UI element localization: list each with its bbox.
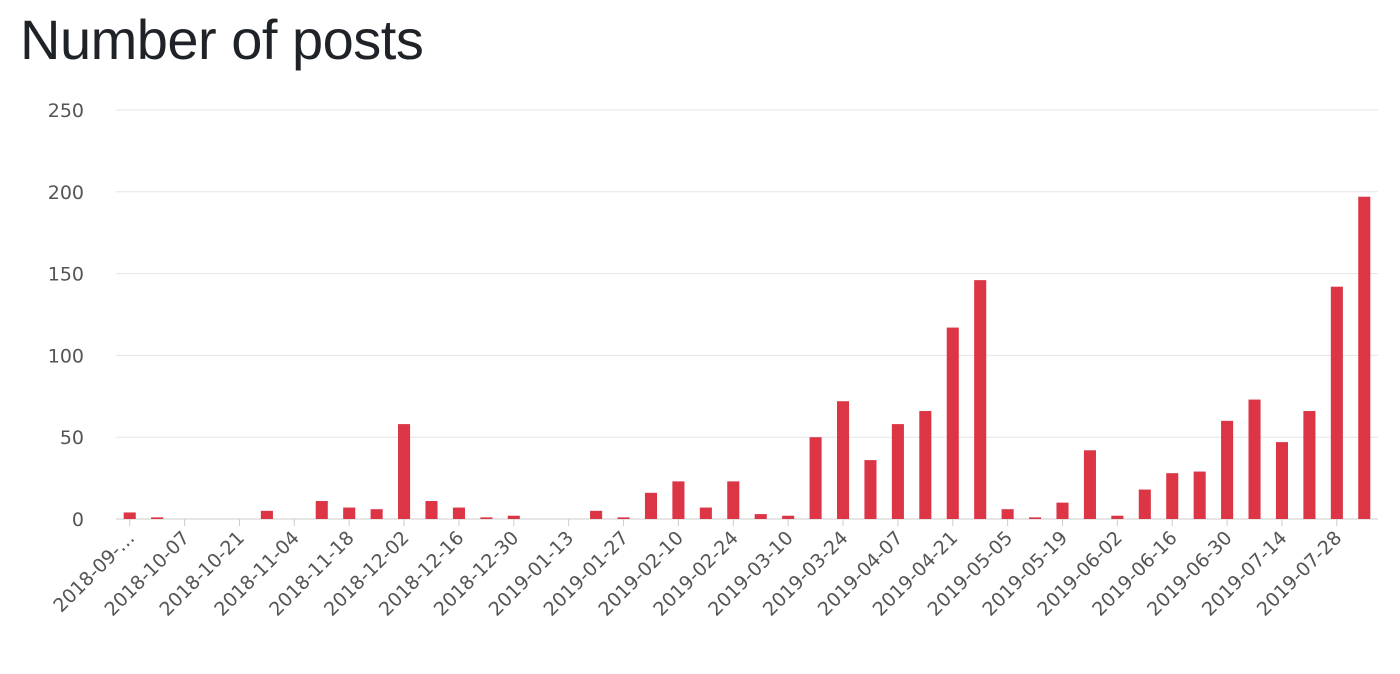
y-axis-ticks: 0 50 100 150 200 250 bbox=[48, 100, 84, 531]
bar[interactable] bbox=[836, 401, 850, 519]
bar[interactable] bbox=[919, 411, 932, 519]
grid-lines bbox=[116, 109, 1378, 520]
y-tick-label: 250 bbox=[48, 100, 84, 122]
x-axis-ticks: 2018-09-…2018-10-072018-10-212018-11-042… bbox=[49, 519, 1346, 621]
bar[interactable] bbox=[507, 515, 520, 519]
bar[interactable] bbox=[1138, 489, 1151, 519]
bar[interactable] bbox=[672, 481, 685, 519]
bar[interactable] bbox=[1275, 442, 1289, 519]
bar[interactable] bbox=[1083, 450, 1096, 519]
bar[interactable] bbox=[946, 327, 959, 519]
y-tick-label: 0 bbox=[72, 509, 84, 531]
bar[interactable] bbox=[1330, 286, 1343, 519]
y-tick-label: 100 bbox=[48, 345, 84, 367]
bar[interactable] bbox=[727, 481, 740, 519]
bar[interactable] bbox=[782, 515, 795, 519]
bar[interactable] bbox=[809, 437, 822, 519]
page-title: Number of posts bbox=[20, 8, 424, 71]
y-tick-label: 200 bbox=[48, 182, 84, 204]
y-tick-label: 50 bbox=[60, 427, 84, 449]
bar[interactable] bbox=[974, 280, 987, 519]
bar[interactable] bbox=[754, 514, 767, 519]
bar[interactable] bbox=[151, 517, 164, 519]
bar[interactable] bbox=[1193, 471, 1206, 519]
bar[interactable] bbox=[1056, 502, 1069, 519]
bar[interactable] bbox=[398, 424, 411, 519]
y-tick-label: 150 bbox=[48, 264, 84, 286]
bar[interactable] bbox=[590, 510, 603, 519]
bar[interactable] bbox=[891, 424, 904, 519]
bar[interactable] bbox=[864, 460, 877, 519]
bar[interactable] bbox=[452, 507, 465, 519]
bar[interactable] bbox=[1221, 420, 1234, 519]
bar[interactable] bbox=[644, 492, 658, 519]
bar[interactable] bbox=[425, 501, 438, 519]
bar[interactable] bbox=[617, 517, 630, 519]
bar[interactable] bbox=[315, 501, 328, 519]
bar[interactable] bbox=[1029, 517, 1042, 519]
bar[interactable] bbox=[1303, 411, 1316, 519]
bar[interactable] bbox=[343, 507, 356, 519]
bar[interactable] bbox=[123, 512, 136, 519]
bar[interactable] bbox=[480, 517, 493, 519]
bar[interactable] bbox=[699, 507, 712, 519]
bars bbox=[123, 196, 1371, 519]
bar[interactable] bbox=[1111, 515, 1124, 519]
bar[interactable] bbox=[260, 510, 273, 519]
bar[interactable] bbox=[1166, 473, 1179, 519]
bar[interactable] bbox=[1248, 399, 1261, 519]
bar[interactable] bbox=[1358, 196, 1371, 519]
bar[interactable] bbox=[1001, 509, 1014, 519]
bar[interactable] bbox=[370, 509, 383, 519]
